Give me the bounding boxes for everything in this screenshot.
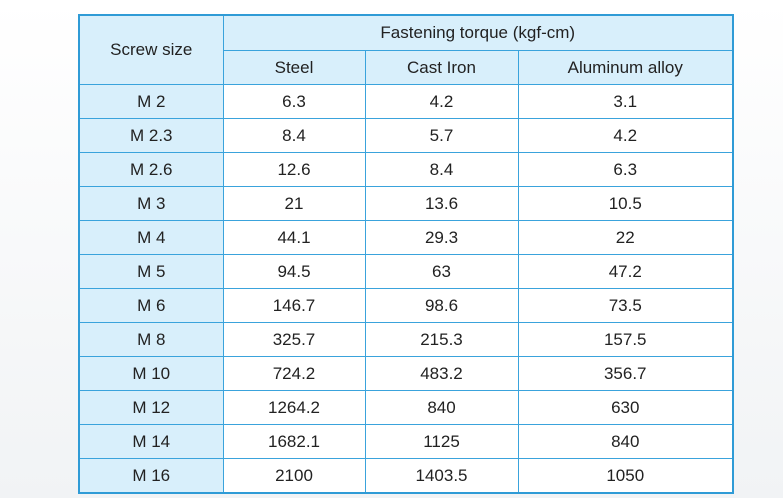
- screw-size-cell: M 6: [78, 288, 224, 323]
- torque-cell: 146.7: [222, 288, 366, 323]
- torque-cell: 12.6: [222, 152, 366, 187]
- torque-cell: 22: [517, 220, 734, 255]
- torque-cell: 1264.2: [222, 390, 366, 425]
- torque-cell: 47.2: [517, 254, 734, 289]
- torque-cell: 4.2: [364, 84, 519, 119]
- torque-cell: 4.2: [517, 118, 734, 153]
- header-cell: Fastening torque (kgf-cm): [222, 14, 734, 51]
- torque-cell: 1403.5: [364, 458, 519, 494]
- screw-size-cell: M 2.3: [78, 118, 224, 153]
- torque-cell: 630: [517, 390, 734, 425]
- torque-cell: 1125: [364, 424, 519, 459]
- header-row: Screw size Fastening torque (kgf-cm): [78, 14, 734, 85]
- torque-cell: 2100: [222, 458, 366, 494]
- torque-cell: 63: [364, 254, 519, 289]
- torque-cell: 724.2: [222, 356, 366, 391]
- table-row: M 6 146.7 98.6 73.5: [78, 288, 734, 323]
- torque-cell: 94.5: [222, 254, 366, 289]
- screw-size-cell: M 2.6: [78, 152, 224, 187]
- table-row: M 10 724.2 483.2 356.7: [78, 356, 734, 391]
- torque-cell: 5.7: [364, 118, 519, 153]
- torque-cell: 10.5: [517, 186, 734, 221]
- torque-cell: 6.3: [517, 152, 734, 187]
- torque-table: Screw size Fastening torque (kgf-cm) Ste…: [78, 14, 734, 494]
- table-body: M 2 6.3 4.2 3.1 M 2.3 8.4 5.7 4.2 M 2.6 12.6 8.4 6.…: [78, 84, 734, 494]
- screw-size-cell: M 4: [78, 220, 224, 255]
- table-row: M 4 44.1 29.3 22: [78, 220, 734, 255]
- column-header: Aluminum alloy: [517, 50, 734, 85]
- torque-cell: 483.2: [364, 356, 519, 391]
- screw-size-cell: M 16: [78, 458, 224, 494]
- torque-cell: 1682.1: [222, 424, 366, 459]
- torque-cell: 6.3: [222, 84, 366, 119]
- table-row: M 8 325.7 215.3 157.5: [78, 322, 734, 357]
- torque-cell: 8.4: [364, 152, 519, 187]
- table-row: M 2.3 8.4 5.7 4.2: [78, 118, 734, 153]
- screw-size-cell: M 2: [78, 84, 224, 119]
- screw-size-cell: M 10: [78, 356, 224, 391]
- header-row: Steel Cast Iron Aluminum alloy: [79, 50, 734, 85]
- header-cell: Screw size: [78, 14, 224, 85]
- torque-cell: 1050: [517, 458, 734, 494]
- screw-size-cell: M 3: [78, 186, 224, 221]
- torque-cell: 840: [364, 390, 519, 425]
- screw-size-cell: M 5: [78, 254, 224, 289]
- torque-cell: 356.7: [517, 356, 734, 391]
- column-header: Cast Iron: [364, 50, 519, 85]
- torque-cell: 44.1: [222, 220, 366, 255]
- torque-cell: 325.7: [222, 322, 366, 357]
- table-row: M 3 21 13.6 10.5: [78, 186, 734, 221]
- table-row: M 5 94.5 63 47.2: [78, 254, 734, 289]
- torque-cell: 29.3: [364, 220, 519, 255]
- torque-cell: 3.1: [517, 84, 734, 119]
- screw-size-cell: M 8: [78, 322, 224, 357]
- torque-cell: 840: [517, 424, 734, 459]
- screw-size-cell: M 14: [78, 424, 224, 459]
- torque-cell: 98.6: [364, 288, 519, 323]
- torque-cell: 73.5: [517, 288, 734, 323]
- table-row: M 2 6.3 4.2 3.1: [78, 84, 734, 119]
- table-row: M 14 1682.1 1125 840: [78, 424, 734, 459]
- table-row: M 2.6 12.6 8.4 6.3: [78, 152, 734, 187]
- table-row: M 12 1264.2 840 630: [78, 390, 734, 425]
- torque-cell: 8.4: [222, 118, 366, 153]
- screw-size-cell: M 12: [78, 390, 224, 425]
- torque-cell: 157.5: [517, 322, 734, 357]
- torque-cell: 13.6: [364, 186, 519, 221]
- torque-cell: 21: [222, 186, 366, 221]
- table-row: M 16 2100 1403.5 1050: [78, 458, 734, 494]
- torque-cell: 215.3: [364, 322, 519, 357]
- column-header: Steel: [222, 50, 366, 85]
